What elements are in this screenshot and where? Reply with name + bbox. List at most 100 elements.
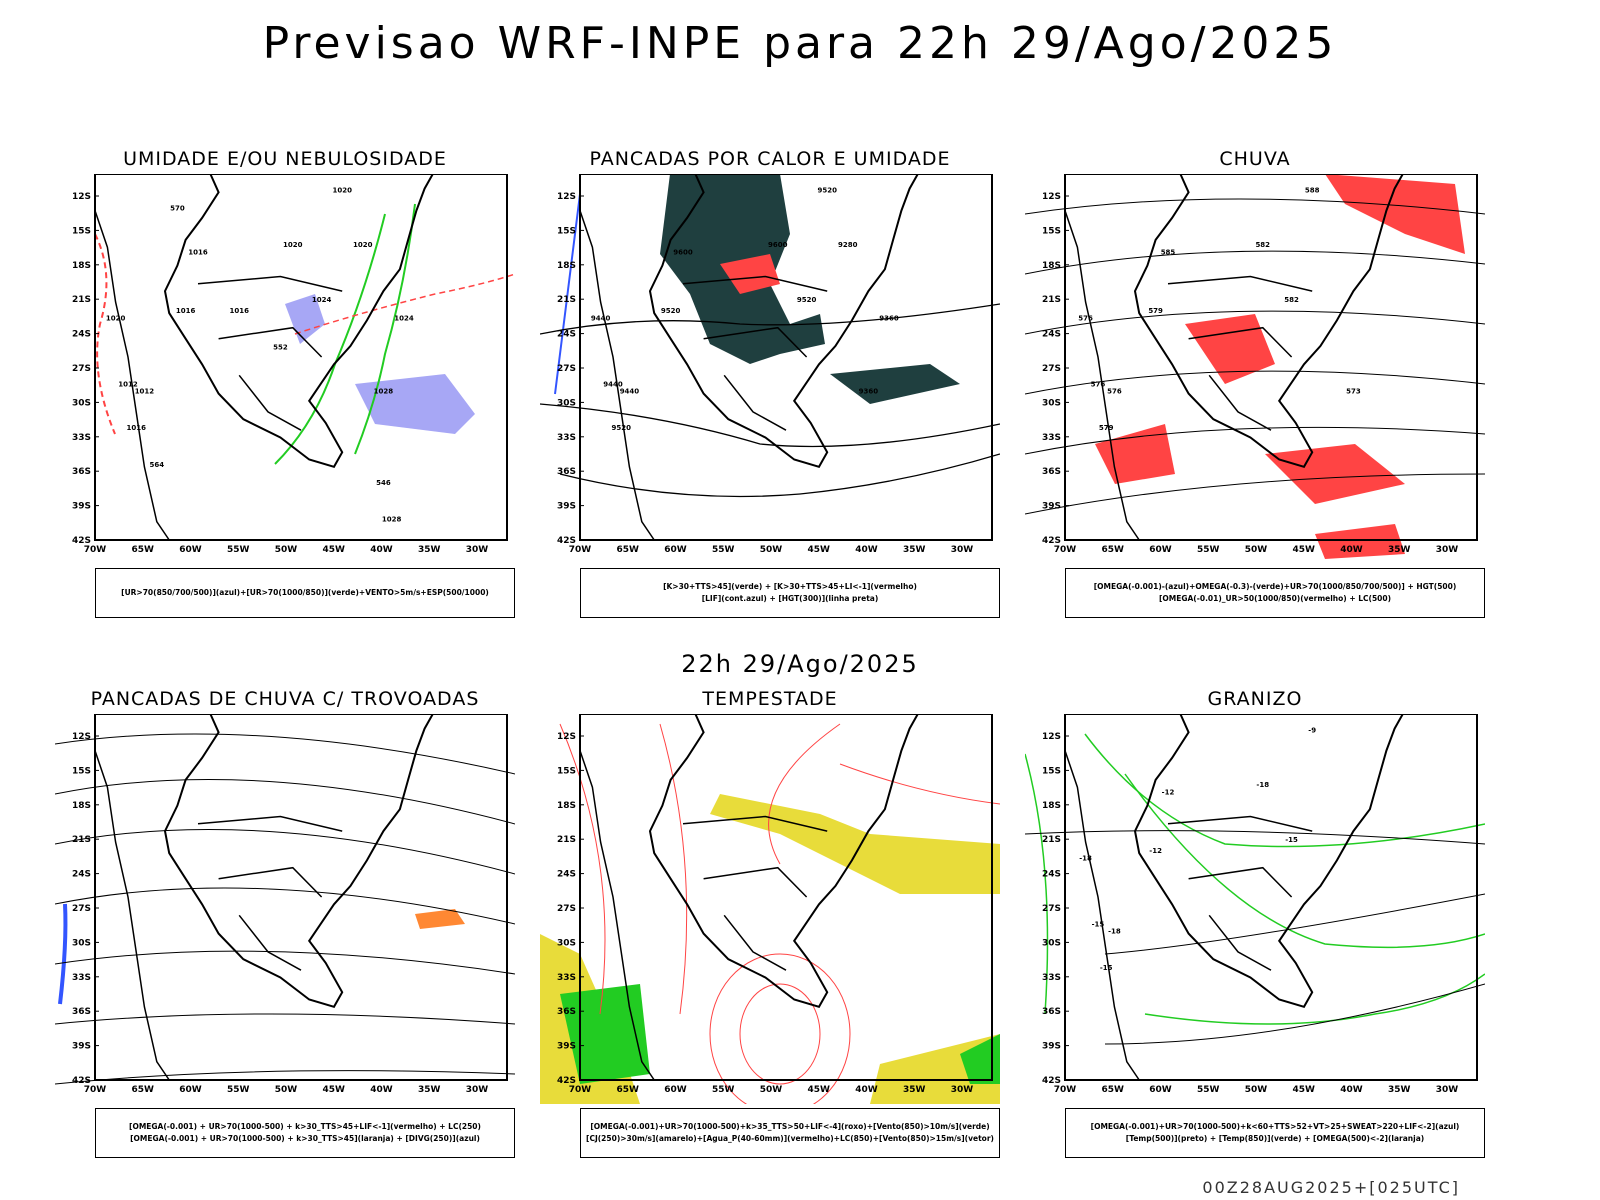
lat-tick-label: 39S xyxy=(72,502,91,512)
panel-title: CHUVA xyxy=(1219,148,1291,170)
contour-label: 9280 xyxy=(838,241,858,249)
map-frame xyxy=(579,714,993,1081)
map-frame xyxy=(579,174,993,541)
lon-tick-label: 35W xyxy=(418,545,441,555)
lon-tick-label: 70W xyxy=(84,545,107,555)
lon-tick-label: 60W xyxy=(1149,1085,1172,1095)
panel-legend: [OMEGA(-0.001)+UR>70(1000-500)+k<60+TTS>… xyxy=(1065,1108,1485,1158)
lon-tick-label: 70W xyxy=(1054,545,1077,555)
contour-label: 552 xyxy=(273,344,288,352)
coastline xyxy=(94,210,170,541)
map-frame xyxy=(1064,714,1478,1081)
lat-tick-label: 36S xyxy=(557,467,576,477)
panel-title: PANCADAS DE CHUVA C/ TROVOADAS xyxy=(90,688,480,710)
lat-tick-label: 39S xyxy=(557,1042,576,1052)
coastline xyxy=(1133,714,1404,1008)
lat-tick-label: 42S xyxy=(72,1076,91,1086)
lat-tick-label: 30S xyxy=(1042,398,1061,408)
lat-tick-label: 12S xyxy=(72,192,91,202)
lon-tick-label: 45W xyxy=(1293,545,1316,555)
contour-label: 1020 xyxy=(283,241,303,249)
lat-tick-label: 15S xyxy=(557,766,576,776)
green-area xyxy=(560,984,650,1084)
lat-tick-label: 33S xyxy=(72,973,91,983)
lat-tick-label: 24S xyxy=(72,330,91,340)
panel-title: UMIDADE E/OU NEBULOSIDADE xyxy=(123,148,447,170)
lat-tick-label: 42S xyxy=(72,536,91,546)
lon-tick-label: 65W xyxy=(132,1085,155,1095)
panel-legend: [OMEGA(-0.001)-(azul)+OMEGA(-0.3)-(verde… xyxy=(1065,568,1485,618)
lon-tick-label: 55W xyxy=(227,1085,250,1095)
legend-line: [OMEGA(-0.01)_UR>50(1000/850)(vermelho) … xyxy=(1158,594,1392,603)
state-border xyxy=(238,374,302,431)
lat-tick-label: 21S xyxy=(557,295,576,305)
contour-label: 570 xyxy=(170,205,185,213)
state-border xyxy=(682,815,828,832)
lon-tick-label: 45W xyxy=(1293,1085,1316,1095)
lat-tick-label: 21S xyxy=(557,835,576,845)
lat-tick-label: 27S xyxy=(1042,364,1061,374)
lon-tick-label: 55W xyxy=(1197,1085,1220,1095)
lat-tick-label: 18S xyxy=(1042,261,1061,271)
contour-label: -12 xyxy=(1162,789,1175,797)
legend-line: [Temp(500)](preto) + [Temp(850)](verde) … xyxy=(1125,1134,1425,1143)
lat-tick-label: 39S xyxy=(557,502,576,512)
panel-legend: [OMEGA(-0.001) + UR>70(1000-500) + k>30_… xyxy=(95,1108,515,1158)
panel-granizo: GRANIZO 12S 15S 18S 21S 24S 27S 30S 33S 36S 39S 42… xyxy=(1025,688,1485,1168)
contour-label: 1020 xyxy=(353,241,373,249)
lon-tick-label: 55W xyxy=(227,545,250,555)
lat-tick-label: 15S xyxy=(1042,226,1061,236)
legend-line: [CJ(250)>30m/s](amarelo)+[Agua_P(40-60mm… xyxy=(586,1134,994,1143)
green-area xyxy=(960,1034,1000,1084)
lat-tick-label: 21S xyxy=(72,835,91,845)
yellow-area xyxy=(710,794,1000,894)
legend-line: [OMEGA(-0.001)+UR>70(1000-500)+k>35_TTS>… xyxy=(590,1122,990,1131)
state-border xyxy=(1208,914,1272,971)
lat-tick-label: 42S xyxy=(557,536,576,546)
legend-line: [OMEGA(-0.001) + UR>70(1000-500) + k>30_… xyxy=(130,1134,480,1143)
contour-label: 585 xyxy=(1161,249,1176,257)
contour-label: 564 xyxy=(149,461,164,469)
state-border xyxy=(218,326,323,358)
lat-tick-label: 24S xyxy=(1042,870,1061,880)
contour-label: 9600 xyxy=(673,249,693,257)
state-border xyxy=(723,374,787,431)
lat-tick-label: 30S xyxy=(1042,938,1061,948)
lon-tick-label: 50W xyxy=(275,545,298,555)
lon-tick-label: 30W xyxy=(1436,545,1459,555)
lon-tick-label: 60W xyxy=(179,545,202,555)
lat-tick-label: 33S xyxy=(557,433,576,443)
coastline xyxy=(648,714,919,1008)
contour-label: 573 xyxy=(1346,388,1361,396)
lon-tick-label: 60W xyxy=(179,1085,202,1095)
panel-pancadas-calor: PANCADAS POR CALOR E UMIDADE 12S 15S 18S 21… xyxy=(540,148,1000,628)
contour-label: -18 xyxy=(1079,854,1092,862)
lon-tick-label: 55W xyxy=(712,545,735,555)
lat-tick-label: 18S xyxy=(72,261,91,271)
lon-tick-label: 45W xyxy=(323,545,346,555)
contour-label: 576 xyxy=(1078,314,1093,322)
lat-tick-label: 36S xyxy=(72,1007,91,1017)
lat-tick-label: 33S xyxy=(1042,433,1061,443)
contour-label: 582 xyxy=(1284,296,1299,304)
humidity-blue-area xyxy=(285,294,325,344)
lat-tick-label: 30S xyxy=(557,398,576,408)
lat-tick-label: 42S xyxy=(557,1076,576,1086)
panel-tempestade: TEMPESTADE 12S 15S 18S 21S 24S 27S 30S 33S 36S 39… xyxy=(540,688,1000,1168)
lat-tick-label: 12S xyxy=(1042,192,1061,202)
state-border xyxy=(1208,374,1272,431)
lon-tick-label: 35W xyxy=(418,1085,441,1095)
coastline xyxy=(163,714,434,1008)
lon-tick-label: 65W xyxy=(1102,545,1125,555)
lon-tick-label: 50W xyxy=(1245,1085,1268,1095)
map-frame xyxy=(94,714,508,1081)
lat-tick-label: 39S xyxy=(1042,1042,1061,1052)
lat-tick-label: 36S xyxy=(1042,1007,1061,1017)
contour-label: 576 xyxy=(1091,380,1106,388)
lon-tick-label: 35W xyxy=(903,545,926,555)
lat-tick-label: 21S xyxy=(1042,835,1061,845)
lat-tick-label: 15S xyxy=(72,766,91,776)
contour-label: 9440 xyxy=(591,314,611,322)
